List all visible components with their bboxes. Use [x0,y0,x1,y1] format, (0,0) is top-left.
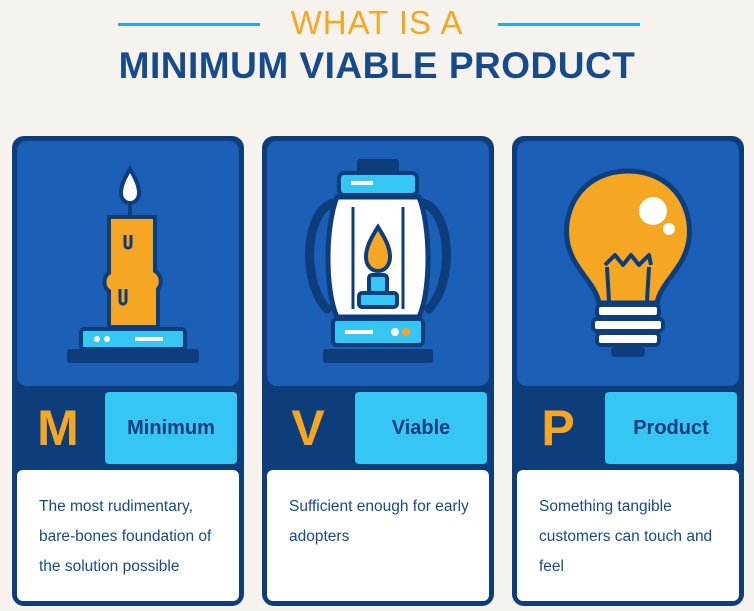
right-rule [498,23,640,26]
letter-m: M [37,400,79,456]
label-row-product: P Product [517,392,739,464]
kicker-text: WHAT IS A [290,4,464,41]
candle-art [17,141,239,386]
letter-p: P [541,400,575,456]
description-text: The most rudimentary, bare-bones foundat… [39,498,212,575]
header: WHAT IS A MINIMUM VIABLE PRODUCT [0,0,754,100]
description-text: Sufficient enough for early adopters [289,498,469,545]
lantern-art [267,141,489,386]
candle-icon [67,165,199,363]
description-minimum: The most rudimentary, bare-bones foundat… [17,470,239,601]
kicker-row: WHAT IS A [0,4,754,41]
description-product: Something tangible customers can touch a… [517,470,739,601]
page-title: MINIMUM VIABLE PRODUCT [118,45,636,86]
word-minimum: Minimum [105,392,237,464]
lightbulb-icon [564,168,692,357]
card-viable: V Viable Sufficient enough for early ado… [262,136,494,606]
description-text: Something tangible customers can touch a… [539,498,713,575]
letter-v: V [291,400,325,456]
description-viable: Sufficient enough for early adopters [267,470,489,601]
lantern-icon [305,159,451,363]
lightbulb-art [517,141,739,386]
left-rule [118,23,260,26]
card-product: P Product Something tangible customers c… [512,136,744,606]
label-row-viable: V Viable [267,392,489,464]
word-product: Product [605,392,737,464]
word-viable: Viable [355,392,487,464]
card-minimum: M Minimum The most rudimentary, bare-bon… [12,136,244,606]
label-row-minimum: M Minimum [17,392,239,464]
